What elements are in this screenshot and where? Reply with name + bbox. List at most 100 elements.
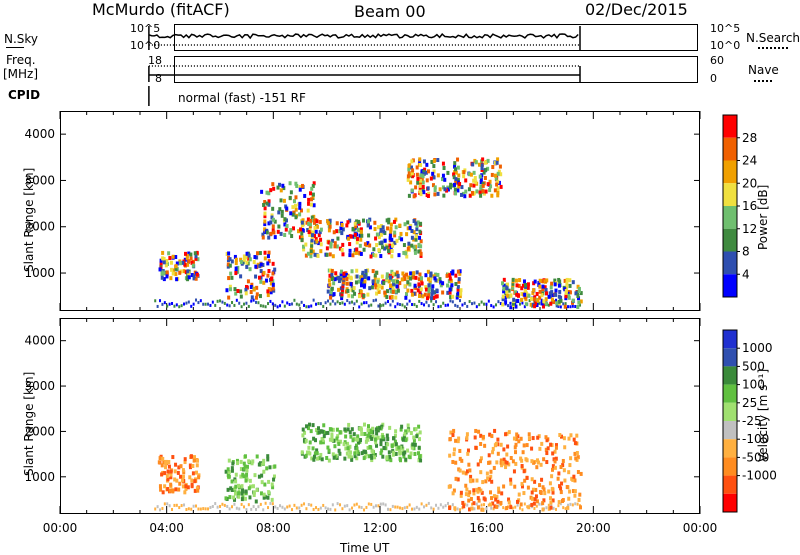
echo-cell [379,254,383,259]
echo-cell [568,283,572,288]
echo-cell [263,250,267,255]
ground-scatter-cell [403,305,406,309]
ground-scatter-cell [463,301,466,305]
echo-cell [472,491,476,496]
echo-cell [266,495,270,500]
colorbar-tick-label: 25 [742,396,757,410]
echo-cell [271,217,275,222]
echo-cell [398,451,402,456]
echo-cell [271,228,275,233]
ground-scatter-cell [540,298,543,302]
echo-cell [388,243,392,248]
nave-legend-line [754,80,772,82]
echo-cell [341,242,345,247]
echo-cell [303,430,307,435]
ground-scatter-cell [346,299,349,303]
echo-cell [299,227,303,232]
echo-cell [237,491,241,496]
echo-cell [190,273,194,278]
colorbar-tick-label: 1000 [742,341,773,355]
ground-scatter-cell [439,503,442,507]
echo-cell [490,172,494,177]
echo-cell [488,179,492,184]
echo-cell [454,273,458,278]
ground-scatter-cell [418,507,421,511]
echo-cell [349,434,353,439]
ground-scatter-cell [173,304,176,308]
echo-cell [398,281,402,286]
echo-cell [467,498,471,503]
echo-cell [335,436,339,441]
echo-cell [465,435,469,440]
echo-cell [330,286,334,291]
echo-cell [464,178,468,183]
echo-cell [507,430,511,435]
echo-cell [402,273,406,278]
echo-cell [456,439,460,444]
echo-cell [337,279,341,284]
echo-cell [545,278,549,283]
echo-cell [504,432,508,437]
echo-cell [459,490,463,495]
echo-cell [395,238,399,243]
echo-cell [186,485,190,490]
echo-cell [553,449,557,454]
echo-cell [319,242,323,247]
ground-scatter-cell [365,301,368,305]
ground-scatter-cell [389,508,392,512]
echo-cell [560,481,564,486]
echo-cell [193,479,197,484]
echo-cell [529,302,533,307]
ground-scatter-cell [231,505,234,509]
echo-cell [491,165,495,170]
echo-cell [513,445,517,450]
ground-scatter-cell [466,503,469,507]
echo-cell [411,442,415,447]
echo-cell [308,422,312,427]
echo-cell [525,443,529,448]
echo-cell [310,238,314,243]
echo-cell [410,288,414,293]
echo-cell [194,276,198,281]
echo-cell [236,461,240,466]
ground-scatter-cell [420,302,423,306]
echo-cell [363,274,367,279]
ground-scatter-cell [168,302,171,306]
colorbar-tick-label: 8 [742,245,750,259]
echo-cell [250,295,254,300]
ground-scatter-cell [250,507,253,511]
echo-cell [169,472,173,477]
ground-scatter-cell [281,300,284,304]
echo-cell [489,184,493,189]
echo-cell [380,285,384,290]
echo-cell [436,173,440,178]
ground-scatter-cell [240,305,243,309]
echo-cell [419,244,423,249]
echo-cell [469,474,473,479]
echo-cell [514,461,518,466]
ground-scatter-cell [394,505,397,509]
echo-cell [247,459,251,464]
ground-scatter-cell [228,304,231,308]
echo-cell [247,256,251,261]
echo-cell [227,474,231,479]
ground-scatter-cell [303,303,306,307]
echo-cell [407,167,411,172]
echo-cell [474,445,478,450]
echo-cell [242,461,246,466]
echo-cell [400,424,404,429]
echo-cell [571,489,575,494]
echo-cell [315,448,319,453]
echo-cell [195,486,199,491]
echo-cell [190,478,194,483]
echo-cell [379,438,383,443]
echo-cell [319,249,323,254]
echo-cell [436,191,440,196]
echo-cell [320,457,324,462]
echo-cell [519,436,523,441]
echo-cell [311,446,315,451]
echo-cell [273,235,277,240]
echo-cell [501,297,505,302]
ground-scatter-cell [547,303,550,307]
ground-scatter-cell [519,302,522,306]
